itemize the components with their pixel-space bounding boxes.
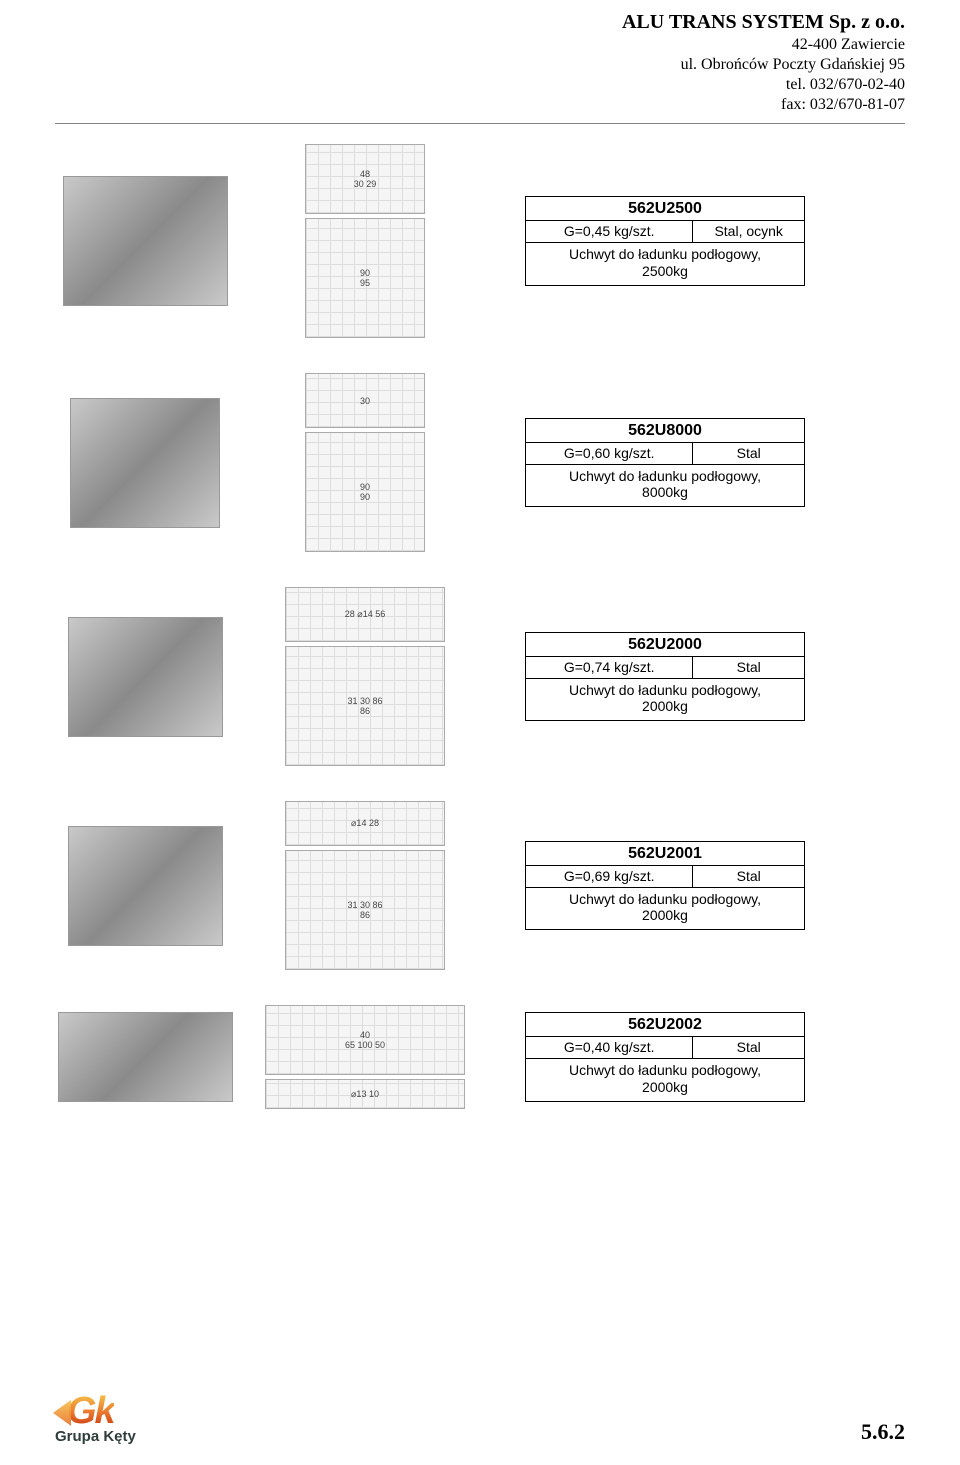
- technical-drawing: 28 ⌀14 56: [285, 587, 445, 642]
- company-header: ALU TRANS SYSTEM Sp. z o.o. 42-400 Zawie…: [55, 10, 905, 124]
- company-name: ALU TRANS SYSTEM Sp. z o.o.: [55, 10, 905, 35]
- spec-description: Uchwyt do ładunku podłogowy,8000kg: [526, 464, 805, 507]
- spec-code: 562U8000: [526, 418, 805, 442]
- spec-material: Stal: [693, 865, 805, 887]
- logo-gk: Gk: [55, 1394, 114, 1428]
- product-drawings-cell: 40 65 100 50 ⌀13 10: [235, 1005, 495, 1109]
- product-spec-cell: 562U2500G=0,45 kg/szt.Stal, ocynkUchwyt …: [525, 196, 805, 286]
- product-spec-cell: 562U2001G=0,69 kg/szt.StalUchwyt do ładu…: [525, 841, 805, 931]
- page-footer: Gk Grupa Kęty 5.6.2: [55, 1394, 905, 1445]
- spec-weight: G=0,74 kg/szt.: [526, 656, 693, 678]
- product-row: 3090 90562U8000G=0,60 kg/szt.StalUchwyt …: [55, 373, 905, 552]
- product-list: 48 30 2990 95 562U2500G=0,45 kg/szt.Stal,…: [55, 144, 905, 1109]
- spec-capacity: 2000kg: [532, 907, 798, 924]
- spec-material: Stal, ocynk: [693, 221, 805, 243]
- product-drawings-cell: 3090 90: [235, 373, 495, 552]
- spec-desc-line: Uchwyt do ładunku podłogowy,: [532, 1062, 798, 1079]
- product-drawings-cell: ⌀14 2831 30 86 86: [235, 801, 495, 970]
- product-row: 28 ⌀14 5631 30 86 86 562U2000G=0,74 kg/sz…: [55, 587, 905, 766]
- spec-code: 562U2001: [526, 841, 805, 865]
- spec-weight: G=0,60 kg/szt.: [526, 442, 693, 464]
- spec-material: Stal: [693, 1037, 805, 1059]
- spec-material: Stal: [693, 656, 805, 678]
- technical-drawing: 31 30 86 86: [285, 646, 445, 766]
- spec-table: 562U2002G=0,40 kg/szt.StalUchwyt do ładu…: [525, 1012, 805, 1102]
- product-row: 40 65 100 50 ⌀13 10 562U2002G=0,40 kg/szt.…: [55, 1005, 905, 1109]
- spec-desc-line: Uchwyt do ładunku podłogowy,: [532, 246, 798, 263]
- spec-capacity: 2000kg: [532, 698, 798, 715]
- spec-code: 562U2500: [526, 197, 805, 221]
- spec-description: Uchwyt do ładunku podłogowy,2000kg: [526, 887, 805, 930]
- product-row: ⌀14 2831 30 86 86 562U2001G=0,69 kg/szt.S…: [55, 801, 905, 970]
- product-drawings-cell: 48 30 2990 95: [235, 144, 495, 338]
- spec-code: 562U2000: [526, 632, 805, 656]
- spec-weight: G=0,69 kg/szt.: [526, 865, 693, 887]
- company-tel: tel. 032/670-02-40: [55, 75, 905, 95]
- product-photo: [68, 826, 223, 946]
- spec-description: Uchwyt do ładunku podłogowy,2000kg: [526, 1059, 805, 1102]
- product-photo-cell: [55, 1012, 235, 1102]
- product-spec-cell: 562U8000G=0,60 kg/szt.StalUchwyt do ładu…: [525, 418, 805, 508]
- spec-weight: G=0,40 kg/szt.: [526, 1037, 693, 1059]
- spec-table: 562U2500G=0,45 kg/szt.Stal, ocynkUchwyt …: [525, 196, 805, 286]
- page: ALU TRANS SYSTEM Sp. z o.o. 42-400 Zawie…: [0, 0, 960, 1465]
- technical-drawing: 31 30 86 86: [285, 850, 445, 970]
- technical-drawing: 40 65 100 50: [265, 1005, 465, 1075]
- page-number: 5.6.2: [861, 1419, 905, 1445]
- spec-capacity: 2500kg: [532, 263, 798, 280]
- product-photo: [63, 176, 228, 306]
- product-photo: [68, 617, 223, 737]
- spec-desc-line: Uchwyt do ładunku podłogowy,: [532, 891, 798, 908]
- spec-desc-line: Uchwyt do ładunku podłogowy,: [532, 468, 798, 485]
- spec-table: 562U2000G=0,74 kg/szt.StalUchwyt do ładu…: [525, 632, 805, 722]
- product-row: 48 30 2990 95 562U2500G=0,45 kg/szt.Stal,…: [55, 144, 905, 338]
- technical-drawing: ⌀14 28: [285, 801, 445, 846]
- spec-weight: G=0,45 kg/szt.: [526, 221, 693, 243]
- technical-drawing: 30: [305, 373, 425, 428]
- product-drawings-cell: 28 ⌀14 5631 30 86 86: [235, 587, 495, 766]
- logo-block: Gk Grupa Kęty: [55, 1394, 136, 1445]
- spec-description: Uchwyt do ładunku podłogowy,2000kg: [526, 678, 805, 721]
- product-photo-cell: [55, 826, 235, 946]
- product-photo-cell: [55, 398, 235, 528]
- company-street: ul. Obrońców Poczty Gdańskiej 95: [55, 55, 905, 75]
- technical-drawing: 48 30 29: [305, 144, 425, 214]
- company-city: 42-400 Zawiercie: [55, 35, 905, 55]
- product-photo-cell: [55, 176, 235, 306]
- spec-description: Uchwyt do ładunku podłogowy,2500kg: [526, 243, 805, 286]
- spec-code: 562U2002: [526, 1013, 805, 1037]
- product-spec-cell: 562U2000G=0,74 kg/szt.StalUchwyt do ładu…: [525, 632, 805, 722]
- technical-drawing: 90 95: [305, 218, 425, 338]
- product-photo-cell: [55, 617, 235, 737]
- product-photo: [70, 398, 220, 528]
- product-photo: [58, 1012, 233, 1102]
- technical-drawing: 90 90: [305, 432, 425, 552]
- spec-capacity: 8000kg: [532, 484, 798, 501]
- logo-main-text: Gk: [67, 1390, 114, 1432]
- spec-table: 562U2001G=0,69 kg/szt.StalUchwyt do ładu…: [525, 841, 805, 931]
- technical-drawing: ⌀13 10: [265, 1079, 465, 1109]
- spec-table: 562U8000G=0,60 kg/szt.StalUchwyt do ładu…: [525, 418, 805, 508]
- spec-capacity: 2000kg: [532, 1079, 798, 1096]
- logo-wing-icon: [53, 1400, 71, 1426]
- product-spec-cell: 562U2002G=0,40 kg/szt.StalUchwyt do ładu…: [525, 1012, 805, 1102]
- company-fax: fax: 032/670-81-07: [55, 95, 905, 115]
- spec-material: Stal: [693, 442, 805, 464]
- spec-desc-line: Uchwyt do ładunku podłogowy,: [532, 682, 798, 699]
